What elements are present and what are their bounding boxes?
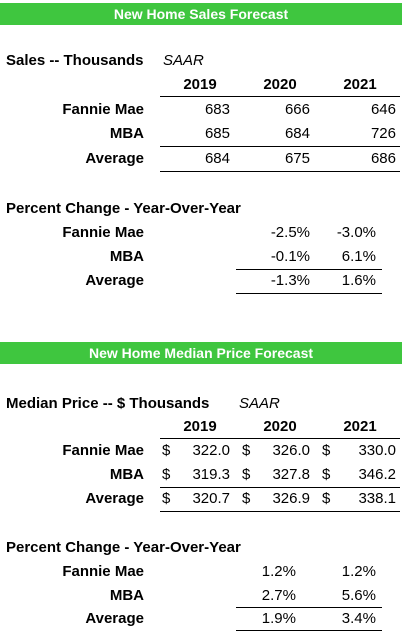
price-year-2021: 2021 — [343, 418, 377, 435]
sales-pct-cell: -2.5% — [270, 224, 310, 241]
sales-cell: 675 — [284, 150, 310, 167]
price-bottom-rule — [160, 511, 400, 512]
price-cell: 346.2 — [358, 466, 396, 483]
price-cell: 319.3 — [192, 466, 230, 483]
sales-cell: 685 — [204, 125, 230, 142]
sales-cell: 684 — [284, 125, 310, 142]
sales-pct-title: Percent Change - Year-Over-Year — [6, 200, 241, 217]
sales-cell: 683 — [204, 101, 230, 118]
sales-header-rule — [160, 96, 400, 97]
sales-cell: 646 — [370, 101, 396, 118]
price-cell: 322.0 — [192, 442, 230, 459]
price-banner: New Home Median Price Forecast — [0, 342, 402, 364]
sales-row-label: Average — [85, 150, 144, 167]
sales-pct-row-label: MBA — [109, 248, 144, 265]
price-cell: 338.1 — [358, 490, 396, 507]
price-pct-title: Percent Change - Year-Over-Year — [6, 539, 241, 556]
sales-year-2020: 2020 — [263, 76, 297, 93]
sales-cell: 684 — [204, 150, 230, 167]
price-currency: $ — [322, 466, 331, 483]
price-pct-row-label: Average — [85, 610, 144, 627]
sales-pct-bottom-rule — [236, 293, 382, 294]
sales-cell: 686 — [370, 150, 396, 167]
price-cell: 326.9 — [272, 490, 310, 507]
price-pct-cell: 2.7% — [261, 587, 296, 604]
price-currency: $ — [162, 442, 171, 459]
price-pct-row-label: MBA — [109, 587, 144, 604]
price-pct-bottom-rule — [236, 630, 382, 631]
price-year-2020: 2020 — [263, 418, 297, 435]
price-year-2019: 2019 — [183, 418, 217, 435]
sales-bottom-rule — [160, 171, 400, 172]
sales-avg-rule — [160, 146, 400, 147]
price-cell: 327.8 — [272, 466, 310, 483]
price-header-rule — [160, 438, 400, 439]
price-row-label: Fannie Mae — [62, 442, 144, 459]
price-row-label: Average — [85, 490, 144, 507]
price-currency: $ — [322, 490, 331, 507]
sales-pct-cell: -0.1% — [270, 248, 310, 265]
price-pct-avg-rule — [236, 607, 382, 608]
price-currency: $ — [162, 466, 171, 483]
sales-row-label: Fannie Mae — [62, 101, 144, 118]
price-pct-cell: 5.6% — [341, 587, 376, 604]
sales-year-2021: 2021 — [343, 76, 377, 93]
sales-title: Sales -- Thousands — [6, 52, 144, 69]
price-cell: 320.7 — [192, 490, 230, 507]
price-currency: $ — [242, 442, 251, 459]
price-cell: 326.0 — [272, 442, 310, 459]
sales-cell: 726 — [370, 125, 396, 142]
sales-saar: SAAR — [163, 52, 204, 69]
price-avg-rule — [160, 487, 400, 488]
price-pct-cell: 1.2% — [341, 563, 376, 580]
price-pct-cell: 1.2% — [261, 563, 296, 580]
sales-row-label: MBA — [109, 125, 144, 142]
price-currency: $ — [242, 466, 251, 483]
sales-pct-cell: 1.6% — [341, 272, 376, 289]
price-row-label: MBA — [109, 466, 144, 483]
sales-pct-row-label: Fannie Mae — [62, 224, 144, 241]
price-cell: 330.0 — [358, 442, 396, 459]
price-title: Median Price -- $ Thousands — [6, 395, 210, 412]
sales-pct-cell: -3.0% — [336, 224, 376, 241]
sales-pct-cell: 6.1% — [341, 248, 376, 265]
sales-banner: New Home Sales Forecast — [0, 3, 402, 25]
sales-pct-row-label: Average — [85, 272, 144, 289]
price-currency: $ — [162, 490, 171, 507]
price-saar: SAAR — [239, 395, 280, 412]
price-currency: $ — [322, 442, 331, 459]
sales-pct-avg-rule — [236, 269, 382, 270]
price-currency: $ — [242, 490, 251, 507]
price-pct-row-label: Fannie Mae — [62, 563, 144, 580]
price-pct-cell: 1.9% — [261, 610, 296, 627]
sales-cell: 666 — [284, 101, 310, 118]
sales-year-2019: 2019 — [183, 76, 217, 93]
sales-pct-cell: -1.3% — [270, 272, 310, 289]
price-pct-cell: 3.4% — [341, 610, 376, 627]
